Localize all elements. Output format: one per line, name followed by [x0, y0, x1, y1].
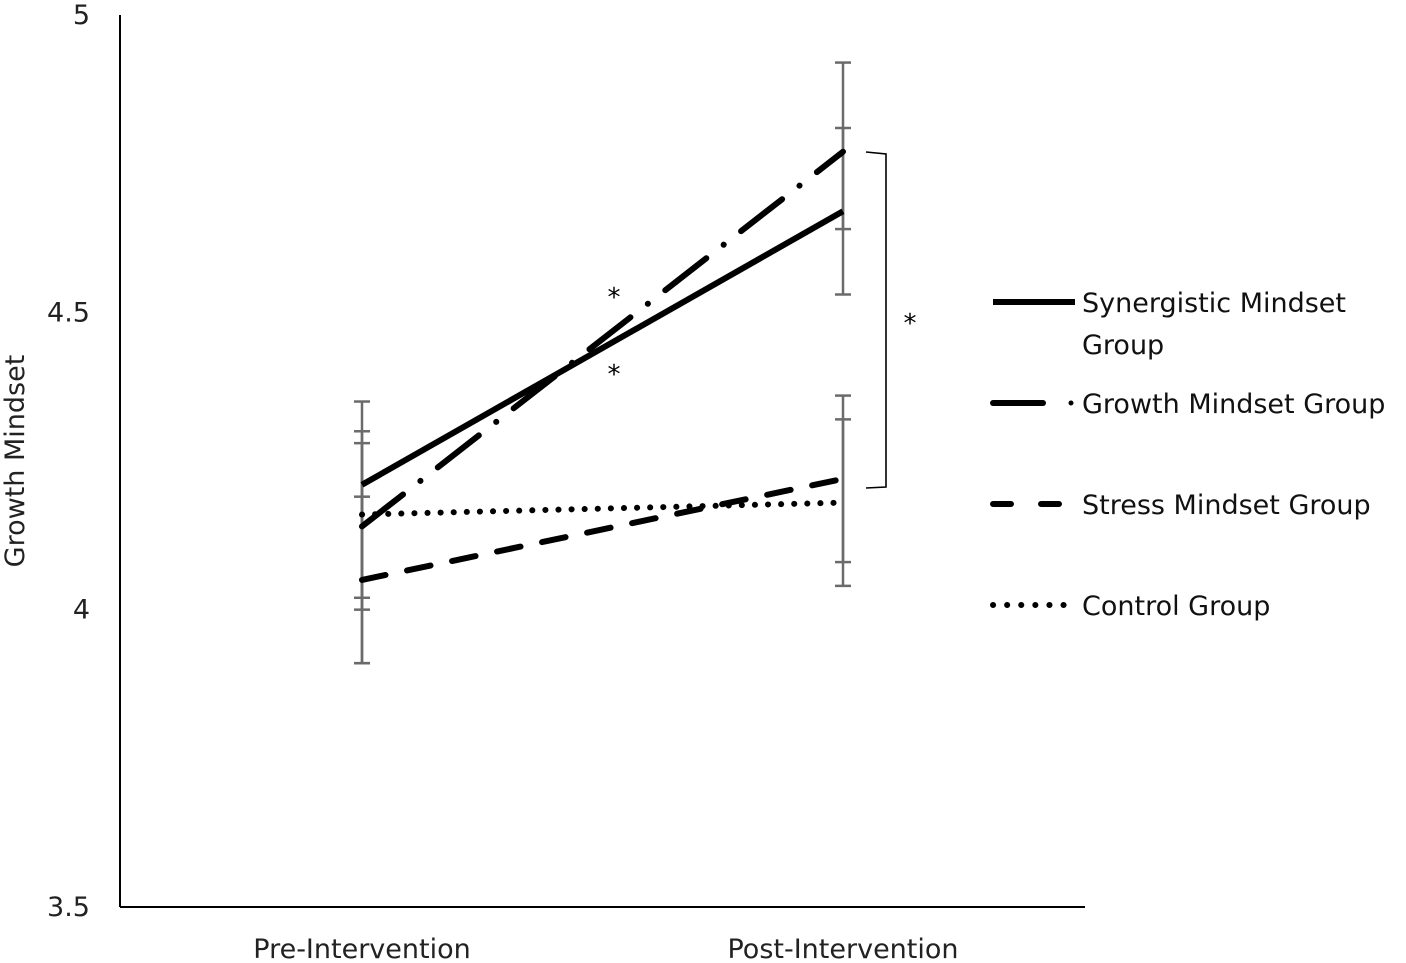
series-lines	[359, 148, 846, 583]
y-tick-label: 5	[73, 0, 90, 31]
axes: 3.5 4 4.5 5 Pre-Intervention Post-Interventio…	[0, 0, 1085, 963]
series-line-synergistic-mindset-group	[360, 208, 845, 488]
y-tick-label: 4.5	[47, 297, 90, 328]
series-line-stress-mindset-group	[359, 475, 846, 583]
x-tick-label: Post-Intervention	[727, 934, 958, 963]
error-bars	[354, 61, 851, 665]
legend-label: Control Group	[1082, 591, 1270, 622]
legend-swatch-dot	[1068, 400, 1074, 406]
x-tick-label: Pre-Intervention	[253, 934, 470, 963]
y-axis-label: Growth Mindset	[0, 355, 31, 568]
significance-star: *	[608, 283, 621, 313]
significance-bracket	[865, 151, 887, 489]
legend-label: Group	[1082, 330, 1164, 361]
significance-star: *	[904, 309, 917, 339]
y-tick-label: 4	[73, 595, 90, 626]
legend: Synergistic Mindset Group Growth Mindset G…	[990, 288, 1385, 622]
annotations: * * *	[608, 151, 917, 489]
significance-star: *	[608, 360, 621, 390]
series-line-control-group	[359, 499, 846, 518]
y-tick-label: 3.5	[47, 892, 90, 923]
legend-label: Stress Mindset Group	[1082, 490, 1371, 521]
legend-label: Growth Mindset Group	[1082, 389, 1385, 420]
series-line-growth-mindset-group	[359, 148, 846, 530]
legend-label: Synergistic Mindset	[1082, 288, 1346, 319]
